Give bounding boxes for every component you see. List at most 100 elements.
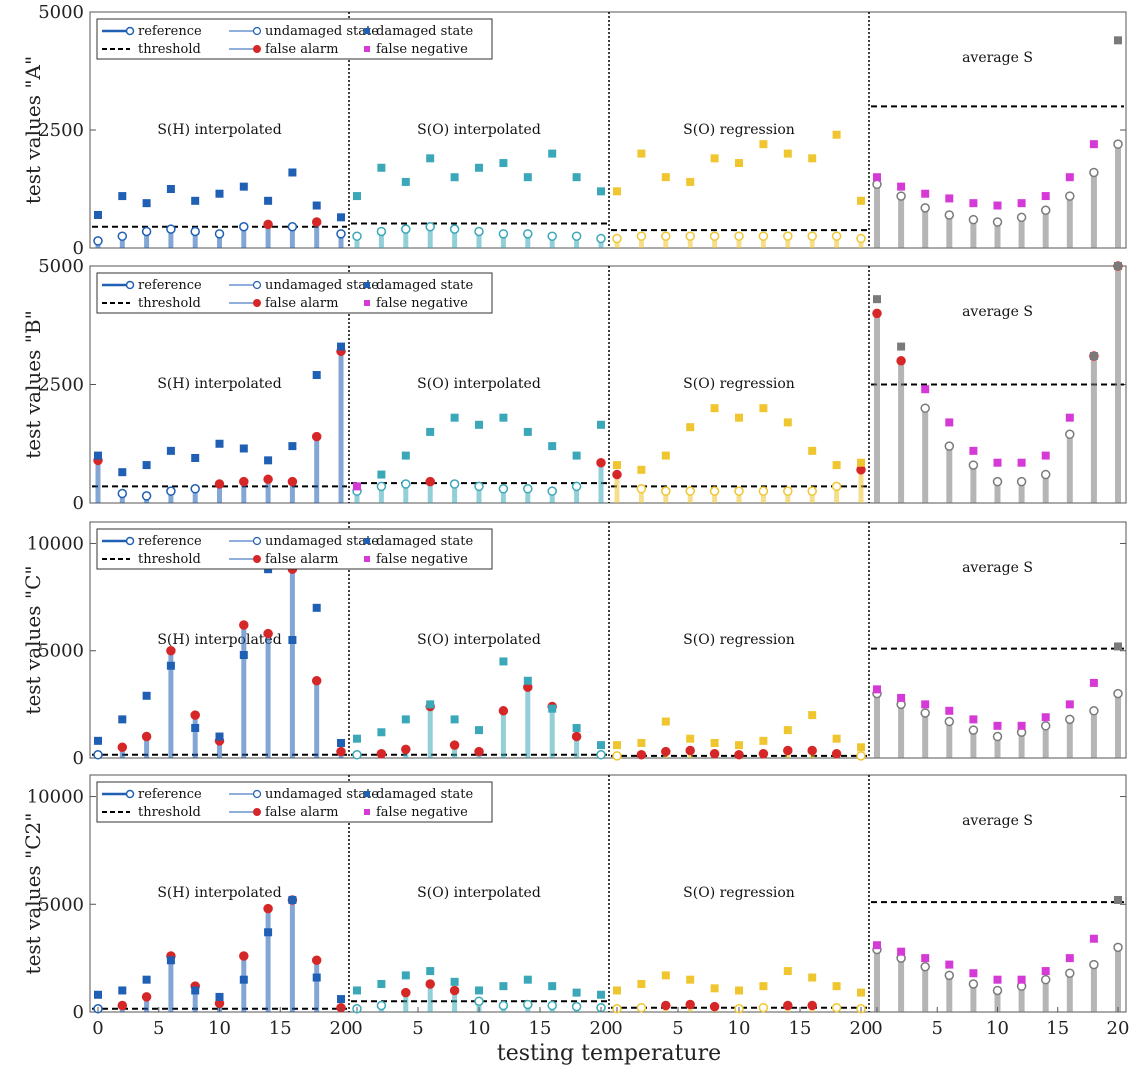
undamaged-point [968, 725, 979, 735]
x-tick-label: 20 [590, 1018, 613, 1039]
undamaged-point [596, 750, 606, 760]
x-tick-label: 0 [351, 1018, 362, 1039]
undamaged-point [758, 231, 769, 241]
y-tick-label: 10000 [27, 533, 84, 554]
undamaged-point [287, 222, 298, 232]
segment-label: S(O) interpolated [417, 376, 541, 392]
damaged-point [548, 704, 557, 713]
damaged-point [377, 728, 386, 737]
y-tick-label: 0 [73, 1002, 84, 1023]
undamaged-point [872, 179, 882, 190]
false-alarm-point [783, 1000, 793, 1011]
segment-label: S(O) regression [683, 376, 795, 392]
undamaged-point [1065, 714, 1075, 725]
damaged-point [337, 738, 345, 747]
undamaged-point [571, 1001, 582, 1012]
undamaged-point [474, 226, 484, 237]
undamaged-point [141, 491, 152, 501]
damaged-point [142, 691, 151, 700]
false-alarm-point [190, 710, 200, 720]
x-axis-label: testing temperature [497, 1041, 721, 1066]
damaged-point [475, 163, 483, 172]
damaged-point [426, 967, 435, 976]
false-negative-point [945, 418, 954, 427]
false-alarm-point [376, 748, 387, 759]
false-alarm-point [287, 476, 298, 487]
false-alarm-point [449, 985, 460, 996]
undamaged-point [1040, 469, 1051, 480]
segment-label: S(O) regression [683, 885, 795, 901]
legend-swatch-damaged [364, 282, 370, 288]
damaged-point [239, 651, 248, 660]
legend-label: undamaged state [265, 24, 379, 39]
legend-label: false negative [376, 552, 468, 567]
undamaged-point [571, 481, 582, 492]
undamaged-point [992, 476, 1003, 487]
damaged-point [783, 967, 792, 976]
damaged-point [857, 743, 865, 752]
x-tick-label: 20 [850, 1018, 873, 1039]
false-alarm-point [783, 745, 793, 756]
damaged-point [1089, 352, 1098, 361]
undamaged-point [166, 486, 176, 496]
undamaged-point [896, 191, 906, 201]
damaged-point [142, 199, 151, 208]
false-alarm-point [425, 979, 435, 989]
legend-box [96, 781, 493, 823]
legend-label: false alarm [265, 805, 338, 820]
damaged-point [288, 895, 297, 904]
legend-swatch-false-alarm [253, 299, 261, 307]
legend-label: threshold [138, 805, 201, 820]
undamaged-point [376, 1000, 387, 1011]
damaged-point [710, 404, 719, 413]
false-alarm-point [141, 992, 152, 1002]
segment-label: average S [962, 50, 1033, 66]
undamaged-point [141, 226, 152, 237]
undamaged-point [474, 996, 484, 1006]
false-alarm-point [263, 474, 273, 485]
damaged-point [832, 734, 841, 743]
plot-frame [89, 521, 1127, 759]
damaged-point [312, 603, 321, 612]
damaged-point [735, 986, 743, 995]
damaged-point [523, 427, 532, 436]
false-negative-point [969, 969, 978, 978]
damaged-point [166, 446, 175, 455]
undamaged-point [498, 484, 509, 494]
damaged-point [661, 971, 670, 980]
undamaged-point [944, 441, 955, 451]
undamaged-point [831, 481, 842, 492]
undamaged-point [239, 222, 249, 232]
x-tick-label: 15 [1046, 1018, 1069, 1039]
damaged-point [191, 196, 200, 205]
legend-swatch-false-negative [364, 300, 370, 306]
undamaged-point [190, 484, 200, 494]
undamaged-point [1113, 139, 1123, 149]
undamaged-point [547, 1000, 557, 1011]
undamaged-point [425, 222, 435, 232]
damaged-point [118, 468, 127, 477]
legend-label: reference [138, 278, 202, 293]
undamaged-point [992, 217, 1003, 227]
false-negative-point [1065, 173, 1074, 182]
legend-swatch-reference-marker [125, 26, 135, 36]
damaged-point [312, 201, 321, 210]
damaged-point [475, 420, 483, 429]
chart-panel-4: test values "C2" 0 5000 10000 S(H) interpola… [21, 774, 1127, 1023]
x-tick-label: 10 [986, 1018, 1009, 1039]
undamaged-point [807, 231, 817, 241]
y-axis-label: test values "A" [21, 56, 45, 204]
legend-swatch-false-negative [364, 809, 370, 815]
damaged-point [499, 657, 508, 666]
segment-label: S(H) interpolated [157, 885, 281, 901]
damaged-point [475, 726, 483, 735]
false-negative-point [921, 189, 930, 198]
y-tick-label: 5000 [38, 641, 84, 662]
damaged-point [808, 711, 817, 720]
false-alarm-point [571, 731, 582, 742]
legend-label: threshold [138, 552, 201, 567]
legend-label: undamaged state [265, 787, 379, 802]
false-negative-point [1089, 934, 1098, 943]
plot-frame [89, 774, 1127, 1013]
undamaged-point [685, 231, 695, 241]
